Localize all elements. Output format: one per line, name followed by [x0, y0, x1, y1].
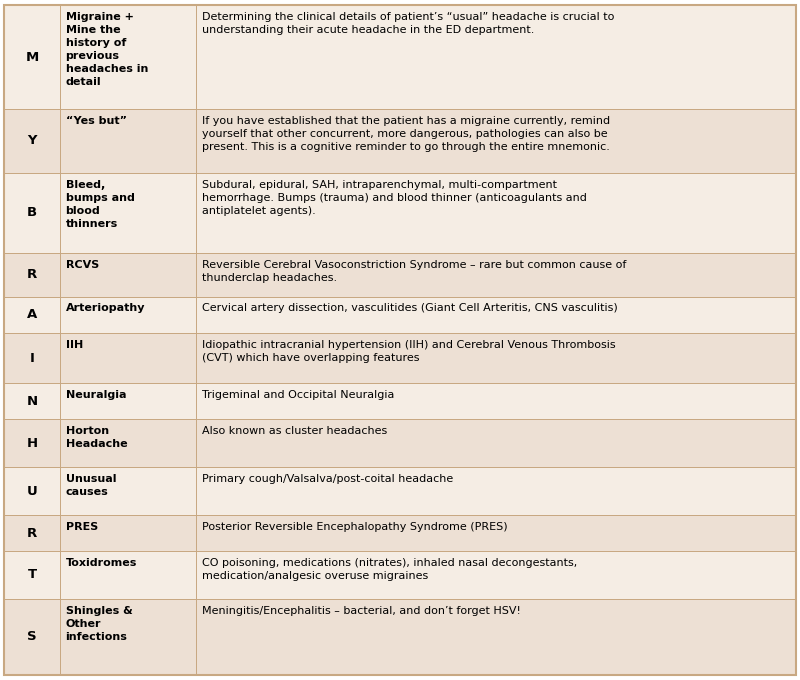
- Bar: [4, 467, 60, 515]
- Text: Idiopathic intracranial hypertension (IIH) and Cerebral Venous Thrombosis
(CVT) : Idiopathic intracranial hypertension (II…: [202, 340, 615, 363]
- Text: RCVS: RCVS: [66, 260, 99, 270]
- Bar: [4, 333, 60, 384]
- Bar: [196, 384, 796, 419]
- Bar: [60, 253, 196, 296]
- Text: Horton
Headache: Horton Headache: [66, 426, 127, 449]
- Text: M: M: [26, 51, 38, 64]
- Bar: [60, 599, 196, 675]
- Text: Meningitis/Encephalitis – bacterial, and don’t forget HSV!: Meningitis/Encephalitis – bacterial, and…: [202, 606, 521, 616]
- Bar: [4, 173, 60, 253]
- Text: Arteriopathy: Arteriopathy: [66, 303, 145, 313]
- Text: Shingles &
Other
infections: Shingles & Other infections: [66, 606, 132, 642]
- Text: Cervical artery dissection, vasculitides (Giant Cell Arteritis, CNS vasculitis): Cervical artery dissection, vasculitides…: [202, 303, 618, 313]
- Text: Trigeminal and Occipital Neuralgia: Trigeminal and Occipital Neuralgia: [202, 390, 394, 401]
- Text: Unusual
causes: Unusual causes: [66, 474, 116, 497]
- Bar: [4, 109, 796, 173]
- Text: Bleed,
bumps and
blood
thinners: Bleed, bumps and blood thinners: [66, 180, 134, 228]
- Bar: [196, 253, 796, 296]
- Text: CO poisoning, medications (nitrates), inhaled nasal decongestants,
medication/an: CO poisoning, medications (nitrates), in…: [202, 558, 577, 581]
- Bar: [4, 599, 796, 675]
- Bar: [196, 333, 796, 384]
- Bar: [4, 419, 60, 467]
- Text: Posterior Reversible Encephalopathy Syndrome (PRES): Posterior Reversible Encephalopathy Synd…: [202, 522, 507, 532]
- Bar: [196, 296, 796, 333]
- Bar: [4, 384, 796, 419]
- Bar: [4, 551, 796, 599]
- Text: Subdural, epidural, SAH, intraparenchymal, multi-compartment
hemorrhage. Bumps (: Subdural, epidural, SAH, intraparenchyma…: [202, 180, 586, 216]
- Bar: [60, 296, 196, 333]
- Bar: [60, 419, 196, 467]
- Bar: [4, 5, 796, 109]
- Bar: [4, 253, 60, 296]
- Text: Reversible Cerebral Vasoconstriction Syndrome – rare but common cause of
thunder: Reversible Cerebral Vasoconstriction Syn…: [202, 260, 626, 283]
- Bar: [4, 599, 60, 675]
- Text: I: I: [30, 352, 34, 365]
- Text: Also known as cluster headaches: Also known as cluster headaches: [202, 426, 387, 436]
- Text: Neuralgia: Neuralgia: [66, 390, 126, 401]
- Bar: [4, 515, 60, 551]
- Bar: [4, 296, 60, 333]
- Text: H: H: [26, 437, 38, 449]
- Text: IIH: IIH: [66, 340, 83, 350]
- Bar: [4, 419, 796, 467]
- Text: “Yes but”: “Yes but”: [66, 116, 126, 126]
- Bar: [4, 333, 796, 384]
- Bar: [196, 551, 796, 599]
- Bar: [60, 467, 196, 515]
- Text: S: S: [27, 630, 37, 643]
- Text: Migraine +
Mine the
history of
previous
headaches in
detail: Migraine + Mine the history of previous …: [66, 12, 148, 88]
- Bar: [196, 599, 796, 675]
- Bar: [4, 253, 796, 296]
- Bar: [4, 296, 796, 333]
- Bar: [4, 384, 60, 419]
- Text: Primary cough/Valsalva/post-coital headache: Primary cough/Valsalva/post-coital heada…: [202, 474, 453, 484]
- Bar: [60, 551, 196, 599]
- Text: PRES: PRES: [66, 522, 98, 532]
- Text: A: A: [27, 309, 37, 322]
- Bar: [4, 515, 796, 551]
- Bar: [196, 173, 796, 253]
- Text: N: N: [26, 394, 38, 408]
- Text: Determining the clinical details of patient’s “usual” headache is crucial to
und: Determining the clinical details of pati…: [202, 12, 614, 35]
- Bar: [4, 109, 60, 173]
- Text: T: T: [27, 568, 37, 581]
- Bar: [60, 109, 196, 173]
- Text: B: B: [27, 206, 37, 220]
- Bar: [4, 5, 60, 109]
- Bar: [4, 467, 796, 515]
- Bar: [4, 173, 796, 253]
- Bar: [196, 419, 796, 467]
- Text: U: U: [26, 485, 38, 498]
- Text: Toxidromes: Toxidromes: [66, 558, 137, 568]
- Bar: [196, 5, 796, 109]
- Bar: [60, 5, 196, 109]
- Bar: [60, 515, 196, 551]
- Bar: [60, 384, 196, 419]
- Text: R: R: [27, 269, 37, 282]
- Bar: [196, 467, 796, 515]
- Bar: [60, 333, 196, 384]
- Text: If you have established that the patient has a migraine currently, remind
yourse: If you have established that the patient…: [202, 116, 610, 152]
- Text: R: R: [27, 526, 37, 539]
- Text: Y: Y: [27, 135, 37, 148]
- Bar: [196, 109, 796, 173]
- Bar: [4, 551, 60, 599]
- Bar: [60, 173, 196, 253]
- Bar: [196, 515, 796, 551]
